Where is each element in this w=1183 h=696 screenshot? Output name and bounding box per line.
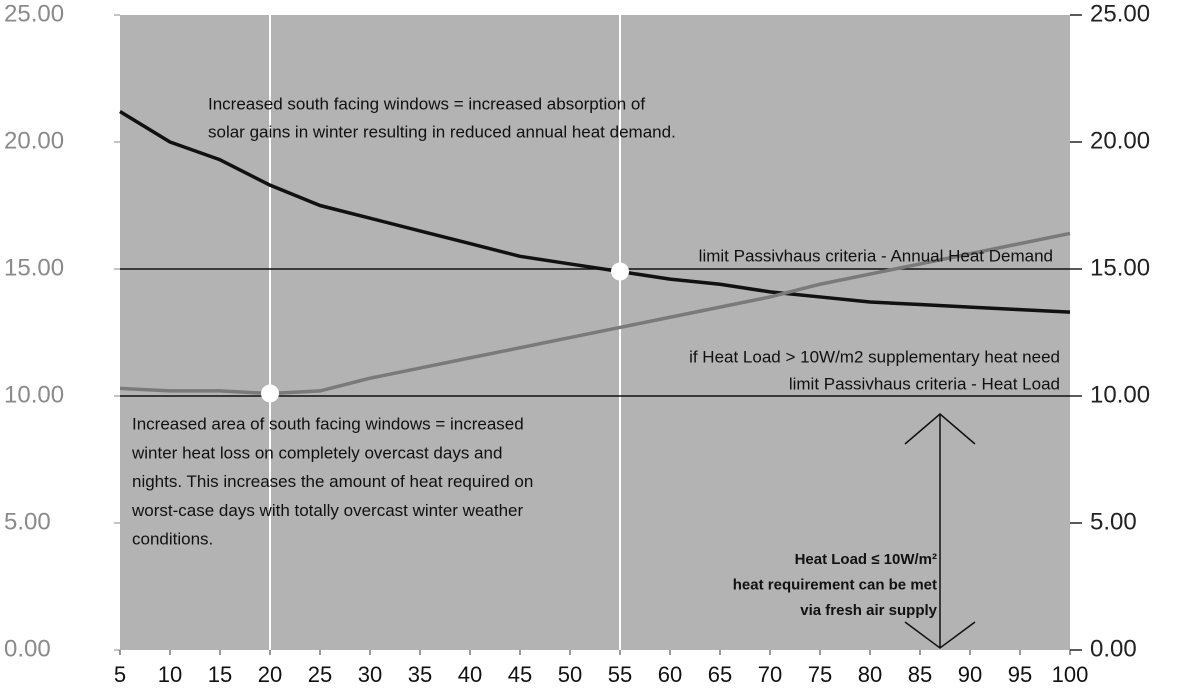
x-tick-label: 95 <box>1008 662 1032 687</box>
x-tick-label: 65 <box>708 662 732 687</box>
annotation: worst-case days with totally overcast wi… <box>131 501 523 520</box>
y2-tick-label: 5.00 <box>1090 508 1137 535</box>
x-tick-label: 70 <box>758 662 782 687</box>
annotation: conditions. <box>132 530 213 549</box>
y-tick-label: 0.00 <box>4 635 51 662</box>
x-tick-label: 45 <box>508 662 532 687</box>
y-tick-label: 15.00 <box>4 254 64 281</box>
x-tick-label: 25 <box>308 662 332 687</box>
x-tick-label: 30 <box>358 662 382 687</box>
x-tick-label: 60 <box>658 662 682 687</box>
x-tick-label: 40 <box>458 662 482 687</box>
x-tick-label: 10 <box>158 662 182 687</box>
y2-tick-label: 25.00 <box>1090 0 1150 27</box>
annotation: limit Passivhaus criteria - Heat Load <box>789 374 1060 393</box>
annotation: Increased south facing windows = increas… <box>208 94 645 113</box>
x-tick-label: 35 <box>408 662 432 687</box>
x-tick-label: 5 <box>114 662 126 687</box>
y2-tick-label: 15.00 <box>1090 254 1150 281</box>
y2-tick-label: 10.00 <box>1090 381 1150 408</box>
series-line <box>119 110 1071 314</box>
x-tick-label: 90 <box>958 662 982 687</box>
y-tick-label: 10.00 <box>4 381 64 408</box>
annotation: via fresh air supply <box>800 602 937 619</box>
x-tick-label: 20 <box>258 662 282 687</box>
intersection-point <box>261 384 279 403</box>
arrow-head <box>904 621 976 649</box>
annotation: limit Passivhaus criteria - Annual Heat … <box>699 246 1053 265</box>
x-tick-label: 85 <box>908 662 932 687</box>
annotation: winter heat loss on completely overcast … <box>131 443 502 462</box>
x-tick-label: 100 <box>1052 662 1089 687</box>
annotation: solar gains in winter resulting in reduc… <box>208 122 676 141</box>
y-tick-label: 5.00 <box>4 508 51 535</box>
x-tick-label: 55 <box>608 662 632 687</box>
y-tick-label: 25.00 <box>4 0 64 27</box>
y2-tick-label: 0.00 <box>1090 635 1137 662</box>
x-tick-label: 50 <box>558 662 582 687</box>
y2-tick-label: 20.00 <box>1090 127 1150 154</box>
x-tick-label: 80 <box>858 662 882 687</box>
x-tick-label: 15 <box>208 662 232 687</box>
annotation: Heat Load ≤ 10W/m² <box>795 551 937 568</box>
annotation: Increased area of south facing windows =… <box>132 414 524 433</box>
intersection-point <box>611 262 629 281</box>
annotation: heat requirement can be met <box>733 576 937 593</box>
annotation: if Heat Load > 10W/m2 supplementary heat… <box>689 347 1060 366</box>
x-tick-label: 75 <box>808 662 832 687</box>
arrow-head <box>904 413 976 445</box>
y-tick-label: 20.00 <box>4 127 64 154</box>
annotation: nights. This increases the amount of hea… <box>132 472 533 491</box>
